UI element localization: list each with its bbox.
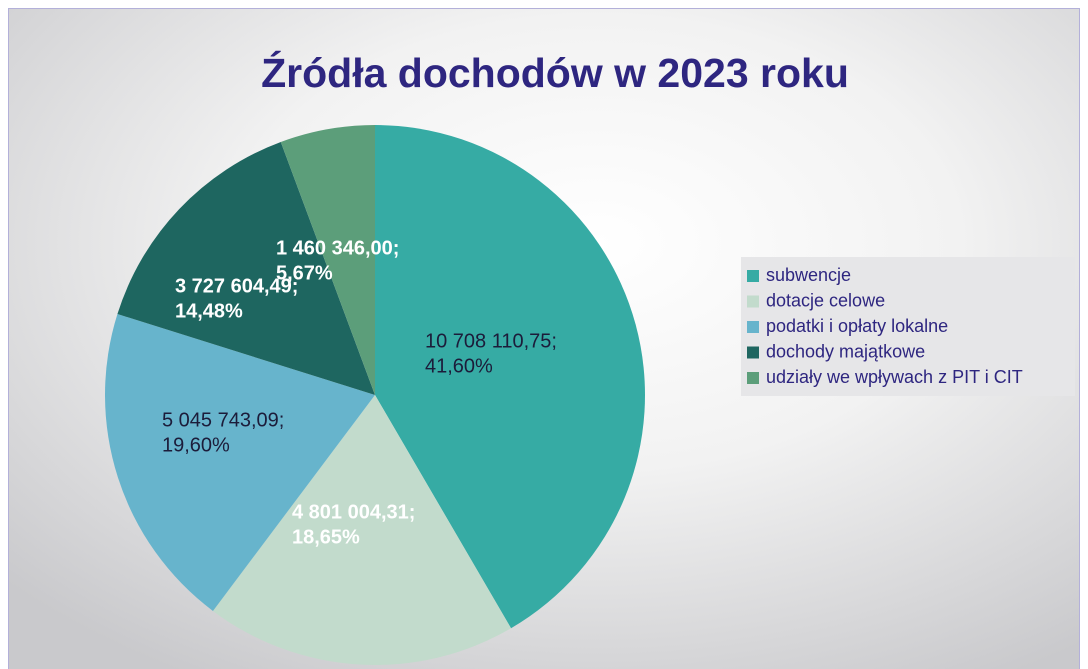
- legend-label: dochody majątkowe: [766, 341, 925, 361]
- legend: [741, 257, 1075, 396]
- data-label: 14,48%: [175, 300, 243, 322]
- pie-slice: [212, 395, 512, 665]
- legend-swatch: [747, 295, 759, 308]
- chart-title: Źródła dochodów w 2023 roku: [261, 50, 849, 96]
- legend-swatch: [747, 321, 759, 333]
- data-label: 41,60%: [425, 355, 493, 377]
- legend-swatch: [747, 372, 759, 384]
- legend-swatch: [747, 270, 759, 282]
- legend-label: podatki i opłaty lokalne: [766, 316, 948, 336]
- legend-swatch: [747, 346, 759, 359]
- data-label: 19,60%: [162, 434, 230, 456]
- data-label: 10 708 110,75;: [425, 330, 557, 352]
- data-label: 4 801 004,31;: [292, 501, 415, 523]
- legend-label: dotacje celowe: [766, 290, 885, 310]
- data-label: 1 460 346,00;: [276, 237, 399, 259]
- data-label: 3 727 604,49;: [175, 275, 298, 297]
- legend-label: udziały we wpływach z PIT i CIT: [766, 367, 1023, 387]
- pie-slice: [117, 141, 375, 395]
- data-label: 18,65%: [292, 526, 360, 548]
- data-label: 5 045 743,09;: [162, 409, 284, 431]
- data-label: 5,67%: [276, 262, 333, 284]
- legend-label: subwencje: [766, 265, 851, 285]
- pie-slice: [375, 125, 645, 629]
- pie-slice: [104, 314, 375, 611]
- pie-slice: [280, 125, 375, 395]
